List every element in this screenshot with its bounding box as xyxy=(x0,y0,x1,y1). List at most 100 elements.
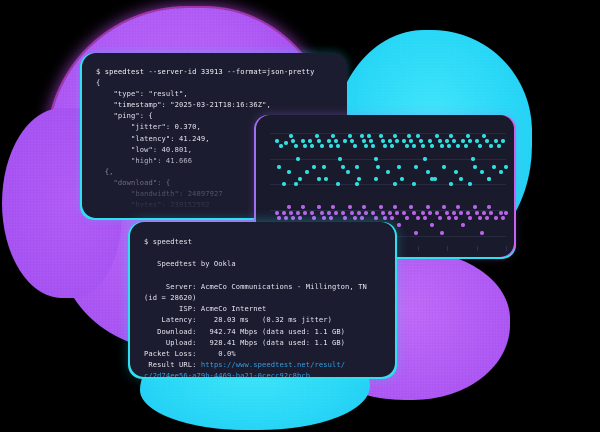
chart-dot-upload xyxy=(373,215,378,220)
chart-dot-upload xyxy=(326,210,331,215)
chart-dot-upload xyxy=(487,205,492,210)
chart-dot-upload xyxy=(437,215,442,220)
chart-dot-upload xyxy=(392,205,397,210)
chart-gridline xyxy=(270,210,506,212)
result-line: Download: 942.74 Mbps (data used: 1.1 GB… xyxy=(157,326,346,336)
chart-dot-download xyxy=(383,144,388,149)
chart-dot-download xyxy=(411,182,416,187)
chart-dot-download xyxy=(468,138,473,143)
chart-dot-download xyxy=(352,144,357,149)
chart-dot-download xyxy=(458,177,463,182)
chart-dot-download xyxy=(376,164,381,169)
chart-dot-download xyxy=(399,177,404,182)
chart-dot-download xyxy=(293,144,298,149)
chart-dot-upload xyxy=(465,210,470,215)
terminal-window-result-output[interactable]: $ speedtest Speedtest by Ookla Server: A… xyxy=(130,222,395,377)
chart-dot-download xyxy=(449,182,454,187)
chart-dot-upload xyxy=(402,210,407,215)
chart-dot-upload xyxy=(482,210,487,215)
chart-dot-download xyxy=(451,138,456,143)
chart-dot-download xyxy=(295,156,300,161)
chart-dot-upload xyxy=(425,205,430,210)
chart-dot-upload xyxy=(480,231,485,236)
chart-dot-upload xyxy=(286,205,291,210)
chart-dot-download xyxy=(293,182,298,187)
chart-dot-download xyxy=(310,144,315,149)
chart-dot-download xyxy=(305,169,310,174)
chart-dot-download xyxy=(354,182,359,187)
chart-dot-upload xyxy=(303,210,308,215)
chart-dot-upload xyxy=(498,210,503,215)
chart-dot-upload xyxy=(421,210,426,215)
chart-dot-upload xyxy=(331,205,336,210)
chart-dot-upload xyxy=(298,215,303,220)
chart-dot-upload xyxy=(350,210,355,215)
chart-dot-download xyxy=(430,177,435,182)
chart-dot-download xyxy=(435,133,440,138)
chart-dot-download xyxy=(463,144,468,149)
chart-dot-download xyxy=(298,177,303,182)
chart-dot-upload xyxy=(423,215,428,220)
chart-gridline xyxy=(270,184,506,186)
chart-dot-upload xyxy=(489,210,494,215)
chart-dot-upload xyxy=(447,215,451,220)
chart-dot-upload xyxy=(397,223,402,228)
chart-dot-download xyxy=(477,144,482,149)
chart-dot-upload xyxy=(343,215,348,220)
chart-dot-download xyxy=(484,138,489,143)
chart-dot-download xyxy=(498,169,503,174)
chart-dot-upload xyxy=(430,223,435,228)
json-line: "bytes": 239152592 xyxy=(130,200,210,210)
chart-dot-download xyxy=(350,138,355,143)
chart-dot-download xyxy=(284,141,289,146)
chart-dot-download xyxy=(482,133,487,138)
chart-dot-download xyxy=(501,138,506,143)
chart-dot-upload xyxy=(416,215,421,220)
chart-dot-upload xyxy=(472,205,477,210)
chart-dot-upload xyxy=(357,210,362,215)
result-line: Upload: 928.41 Mbps (data used: 1.1 GB) xyxy=(165,337,346,347)
chart-dot-download xyxy=(430,144,435,149)
chart-dot-download xyxy=(336,182,341,187)
chart-dot-upload xyxy=(454,215,459,220)
chart-dot-upload xyxy=(274,210,279,215)
chart-dot-upload xyxy=(347,205,352,210)
chart-dot-download xyxy=(319,144,324,149)
chart-dot-download xyxy=(373,177,378,182)
chart-dot-upload xyxy=(444,210,449,215)
chart-dot-upload xyxy=(388,210,392,215)
chart-dot-upload xyxy=(295,210,300,215)
chart-dot-upload xyxy=(458,210,463,215)
chart-dot-download xyxy=(465,133,470,138)
chart-dot-download xyxy=(307,138,312,143)
chart-dot-download xyxy=(388,138,392,143)
chart-dot-upload xyxy=(333,210,338,215)
chart-dot-download xyxy=(354,164,359,169)
chart-x-tick xyxy=(417,246,419,251)
result-url-link[interactable]: https://www.speedtest.net/result/ c/2d74… xyxy=(144,360,346,377)
chart-dot-download xyxy=(331,133,336,138)
chart-dot-upload xyxy=(310,210,315,215)
chart-dot-upload xyxy=(362,205,367,210)
chart-dot-upload xyxy=(317,205,322,210)
chart-dot-download xyxy=(281,182,286,187)
chart-dot-download xyxy=(359,133,364,138)
chart-dot-download xyxy=(439,144,444,149)
chart-gridline xyxy=(270,133,506,135)
chart-x-tick xyxy=(506,246,507,251)
chart-dot-download xyxy=(378,133,383,138)
chart-dot-download xyxy=(480,169,485,174)
chart-dot-upload xyxy=(383,215,388,220)
chart-dot-upload xyxy=(494,215,499,220)
json-line: "download": { xyxy=(113,177,171,187)
chart-dot-download xyxy=(397,164,402,169)
result-url-label: Result URL: xyxy=(144,360,201,370)
json-line: "jitter": 0.370, xyxy=(130,122,201,132)
chart-dot-download xyxy=(409,138,414,143)
chart-dot-download xyxy=(324,177,329,182)
chart-dot-download xyxy=(345,169,350,174)
chart-dot-upload xyxy=(475,210,480,215)
chart-dot-upload xyxy=(395,210,400,215)
result-line: ISP: AcmeCo Internet xyxy=(178,304,267,314)
chart-dot-download xyxy=(406,133,411,138)
